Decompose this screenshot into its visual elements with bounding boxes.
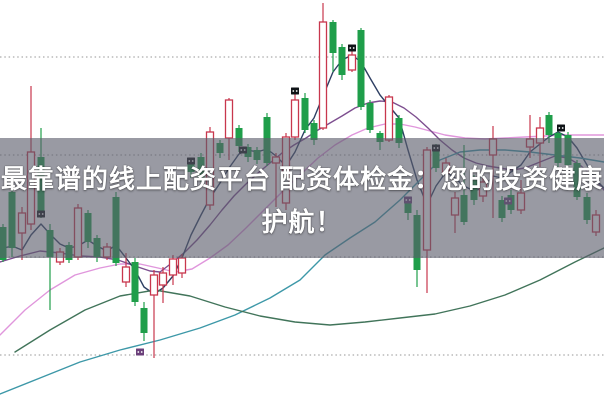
candle-body-up <box>441 162 451 174</box>
candle-marker-dot <box>405 199 408 201</box>
candle-marker-dot <box>505 200 508 202</box>
ma-line-green <box>14 247 604 353</box>
candle-body-up <box>271 156 281 164</box>
candle-body-down <box>46 230 54 257</box>
candle-body-up <box>450 197 460 216</box>
ma-line-navy <box>0 54 604 295</box>
candle-marker <box>557 124 565 132</box>
candle-marker <box>291 87 299 95</box>
candle-marker <box>348 44 356 52</box>
candle-marker-dot <box>352 47 355 49</box>
ma-line-teal <box>0 149 604 395</box>
candle-body-up <box>290 99 300 138</box>
candle-body-down <box>329 22 337 53</box>
candle-body-down <box>583 197 591 220</box>
candle-marker-dot <box>240 149 243 151</box>
candle-marker <box>504 197 512 205</box>
candle-body-up <box>224 99 234 139</box>
candle-body-down <box>93 238 101 257</box>
candle-marker-dot <box>408 199 411 201</box>
candle-body-down <box>564 135 572 165</box>
candle-body-down <box>253 150 261 160</box>
candle-body-down <box>404 202 412 213</box>
candle-body-down <box>37 157 45 215</box>
candle-body-down <box>0 227 7 260</box>
candle-marker-dot <box>140 351 143 353</box>
candle-body-up <box>168 258 178 276</box>
candle-body-up <box>17 212 27 234</box>
candle-body-down <box>8 192 16 248</box>
candle-marker-dot <box>508 200 511 202</box>
candle-marker <box>432 144 440 152</box>
candle-body-up <box>149 274 159 296</box>
candle-body-up <box>73 207 83 258</box>
candle-body-up <box>488 138 498 156</box>
candle-body-down <box>112 197 120 263</box>
candle-body-down <box>460 195 468 222</box>
candle-body-down <box>65 245 73 260</box>
candle-body-up <box>478 181 488 197</box>
candle-body-down <box>84 213 92 242</box>
candle-marker <box>136 348 144 356</box>
candle-body-up <box>318 21 328 129</box>
candle-body-up <box>535 127 545 144</box>
candle-body-up <box>177 257 187 274</box>
candle-body-down <box>413 215 421 270</box>
candle-body-up <box>384 96 394 141</box>
candle-body-down <box>554 133 562 163</box>
candle-body-up <box>422 149 432 251</box>
candle-body-down <box>140 308 148 333</box>
candle-body-up <box>516 192 526 211</box>
candle-body-down <box>131 262 139 302</box>
candle-body-down <box>310 123 318 140</box>
candle-body-up <box>525 138 535 148</box>
candle-body-up <box>55 251 65 263</box>
candle-marker-dot <box>561 127 564 129</box>
candle-body-down <box>216 143 224 153</box>
candle-marker-dot <box>436 147 439 149</box>
candle-body-down <box>197 157 205 178</box>
candle-body-down <box>235 128 243 146</box>
candle-marker-dot <box>41 213 44 215</box>
candle-marker-dot <box>433 147 436 149</box>
candle-marker-dot <box>243 149 246 151</box>
candle-marker <box>239 146 247 154</box>
candle-marker-dot <box>295 90 298 92</box>
candle-body-down <box>338 47 346 75</box>
candle-marker <box>404 196 412 204</box>
candle-marker <box>37 210 45 218</box>
candle-marker-dot <box>188 160 191 162</box>
candle-marker-dot <box>349 47 352 49</box>
candle-marker-dot <box>191 160 194 162</box>
candle-body-up <box>158 272 168 286</box>
candle-body-up <box>281 136 291 204</box>
candle-marker-dot <box>38 213 41 215</box>
candle-body-down <box>395 118 403 143</box>
candle-body-up <box>591 214 601 233</box>
candle-body-down <box>545 115 553 135</box>
candle-body-down <box>357 30 365 107</box>
candle-marker <box>187 157 195 165</box>
candle-body-down <box>573 163 581 197</box>
candle-body-up <box>347 54 357 71</box>
candle-body-up <box>26 151 36 225</box>
candle-body-down <box>301 98 309 130</box>
candle-body-down <box>470 180 478 200</box>
candle-body-down <box>376 133 384 142</box>
candle-marker-dot <box>292 90 295 92</box>
candle-body-down <box>366 103 374 130</box>
candle-marker-dot <box>137 351 140 353</box>
candle-marker-dot <box>558 127 561 129</box>
candle-body-up <box>205 131 215 206</box>
candle-body-up <box>121 266 131 283</box>
candle-body-up <box>102 246 112 258</box>
candle-body-down <box>263 117 271 163</box>
